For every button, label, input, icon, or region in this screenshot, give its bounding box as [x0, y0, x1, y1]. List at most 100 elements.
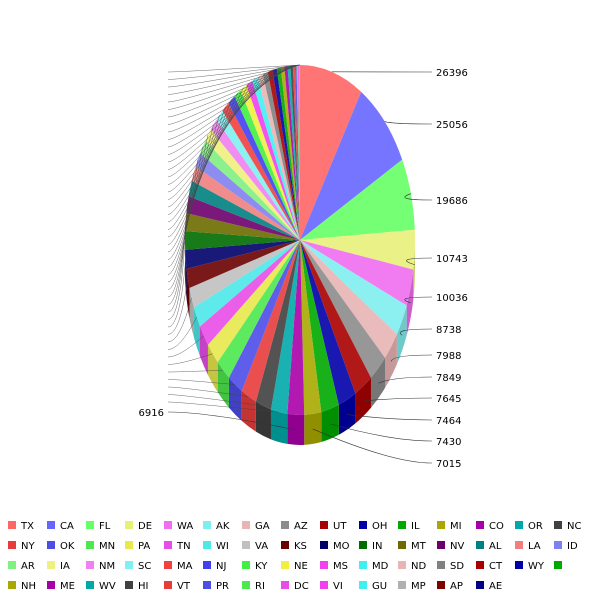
- legend: TX CA FL DE WA AK GA AZ UT OH IL MI CO OR NC NY OK MN PA TN…: [8, 521, 581, 592]
- legend-swatch-29: [554, 541, 562, 549]
- legend-label-40: ND: [411, 561, 426, 572]
- legend-label-2: FL: [99, 521, 111, 532]
- legend-label-1: CA: [60, 521, 74, 532]
- legend-swatch-6: [242, 521, 250, 529]
- legend-label-36: KY: [255, 561, 268, 572]
- slice-label-12: 6916: [139, 408, 164, 419]
- legend-swatch-7: [281, 521, 289, 529]
- small-slice-leader-0: [167, 401, 280, 413]
- slice-label-1: 25056: [436, 120, 468, 131]
- label-leader-11: [312, 428, 433, 464]
- legend-swatch-44: [554, 561, 562, 569]
- slice-labels: 26396 25056 19686 10743 10036 8738 7988 7849 764…: [139, 64, 468, 470]
- label-leader-9: [347, 414, 433, 421]
- pie-slice-20: [193, 240, 300, 327]
- legend-swatch-35: [203, 561, 211, 569]
- legend-label-8: UT: [333, 521, 347, 532]
- legend-label-56: AP: [450, 581, 463, 592]
- legend-swatch-0: [8, 521, 16, 529]
- pie-slice-8: [300, 240, 371, 394]
- legend-label-6: GA: [255, 521, 270, 532]
- small-slice-leader-11: [167, 240, 186, 320]
- pie-slice-31: [205, 129, 300, 240]
- small-slice-leader-42: [167, 64, 300, 88]
- small-slice-leader-20: [167, 115, 220, 253]
- legend-swatch-34: [164, 561, 172, 569]
- small-slice-leader-8: [167, 297, 192, 343]
- small-slice-leader-21: [167, 106, 226, 245]
- legend-label-11: MI: [450, 521, 462, 532]
- legend-label-24: IN: [372, 541, 382, 552]
- legend-swatch-26: [437, 541, 445, 549]
- pie-slice-9: [300, 240, 356, 405]
- small-slice-leader-40: [167, 64, 300, 103]
- legend-label-22: KS: [294, 541, 307, 552]
- legend-swatch-39: [359, 561, 367, 569]
- small-slice-leader-5: [167, 353, 213, 365]
- small-slice-leader-35: [167, 65, 292, 140]
- legend-label-28: LA: [528, 541, 541, 552]
- legend-swatch-51: [242, 581, 250, 589]
- label-leader-12: [167, 411, 296, 431]
- pie-slice-35: [228, 96, 300, 240]
- legend-label-45: NH: [21, 581, 36, 592]
- pie-slice-46: [284, 66, 300, 241]
- legend-swatch-50: [203, 581, 211, 589]
- pie-slice-39: [252, 77, 300, 240]
- legend-swatch-1: [47, 521, 55, 529]
- label-leader-7: [378, 376, 433, 384]
- legend-swatch-8: [320, 521, 328, 529]
- legend-label-30: AR: [21, 561, 35, 572]
- pie-slice-43: [272, 68, 300, 240]
- pie-slice-1: [300, 91, 403, 240]
- legend-swatch-12: [476, 521, 484, 529]
- small-slice-leader-10: [167, 259, 186, 328]
- legend-label-3: DE: [138, 521, 152, 532]
- pie-slice-49: [292, 65, 300, 240]
- small-slice-leader-43: [167, 64, 300, 80]
- legend-label-13: OR: [528, 521, 543, 532]
- slice-label-6: 7988: [436, 351, 461, 362]
- legend-label-54: GU: [372, 581, 387, 592]
- small-slice-leader-36: [167, 65, 294, 133]
- legend-label-23: MO: [333, 541, 350, 552]
- pie-slice-12: [287, 240, 305, 415]
- small-slice-leader-23: [167, 93, 238, 230]
- pie-slice-51: [296, 65, 300, 240]
- legend-label-43: WY: [528, 561, 545, 572]
- pie-slice-22: [186, 240, 300, 289]
- slice-side-11: [304, 411, 322, 445]
- legend-label-10: IL: [411, 521, 420, 532]
- slice-label-9: 7464: [436, 416, 461, 427]
- pie-slice-23: [185, 240, 300, 269]
- legend-swatch-24: [359, 541, 367, 549]
- small-slice-leader-19: [167, 124, 214, 260]
- label-leader-10: [330, 423, 433, 442]
- legend-swatch-14: [554, 521, 562, 529]
- legend-label-48: HI: [138, 581, 148, 592]
- small-slice-leader-14: [167, 188, 191, 298]
- label-leader-5: [399, 328, 433, 336]
- pie-slice-36: [234, 90, 300, 241]
- legend-swatch-36: [242, 561, 250, 569]
- small-slice-leader-4: [167, 369, 224, 373]
- small-slice-leader-16: [167, 159, 199, 283]
- small-slice-leader-34: [167, 65, 290, 148]
- legend-swatch-25: [398, 541, 406, 549]
- legend-label-27: AL: [489, 541, 502, 552]
- small-slice-leader-6: [167, 335, 204, 358]
- slice-side-7: [370, 357, 386, 408]
- legend-swatch-42: [476, 561, 484, 569]
- pie-slice-42: [267, 70, 300, 241]
- label-leader-2: [404, 193, 433, 201]
- pie-slice-54: [299, 65, 300, 240]
- legend-label-20: WI: [216, 541, 229, 552]
- label-leader-4: [404, 296, 433, 304]
- small-slice-leader-37: [167, 64, 296, 125]
- slice-label-0: 26396: [436, 68, 468, 79]
- pie-slice-24: [185, 231, 300, 250]
- slice-side-21: [189, 288, 194, 338]
- legend-swatch-55: [398, 581, 406, 589]
- label-leader-3: [406, 257, 433, 266]
- legend-label-51: RI: [255, 581, 265, 592]
